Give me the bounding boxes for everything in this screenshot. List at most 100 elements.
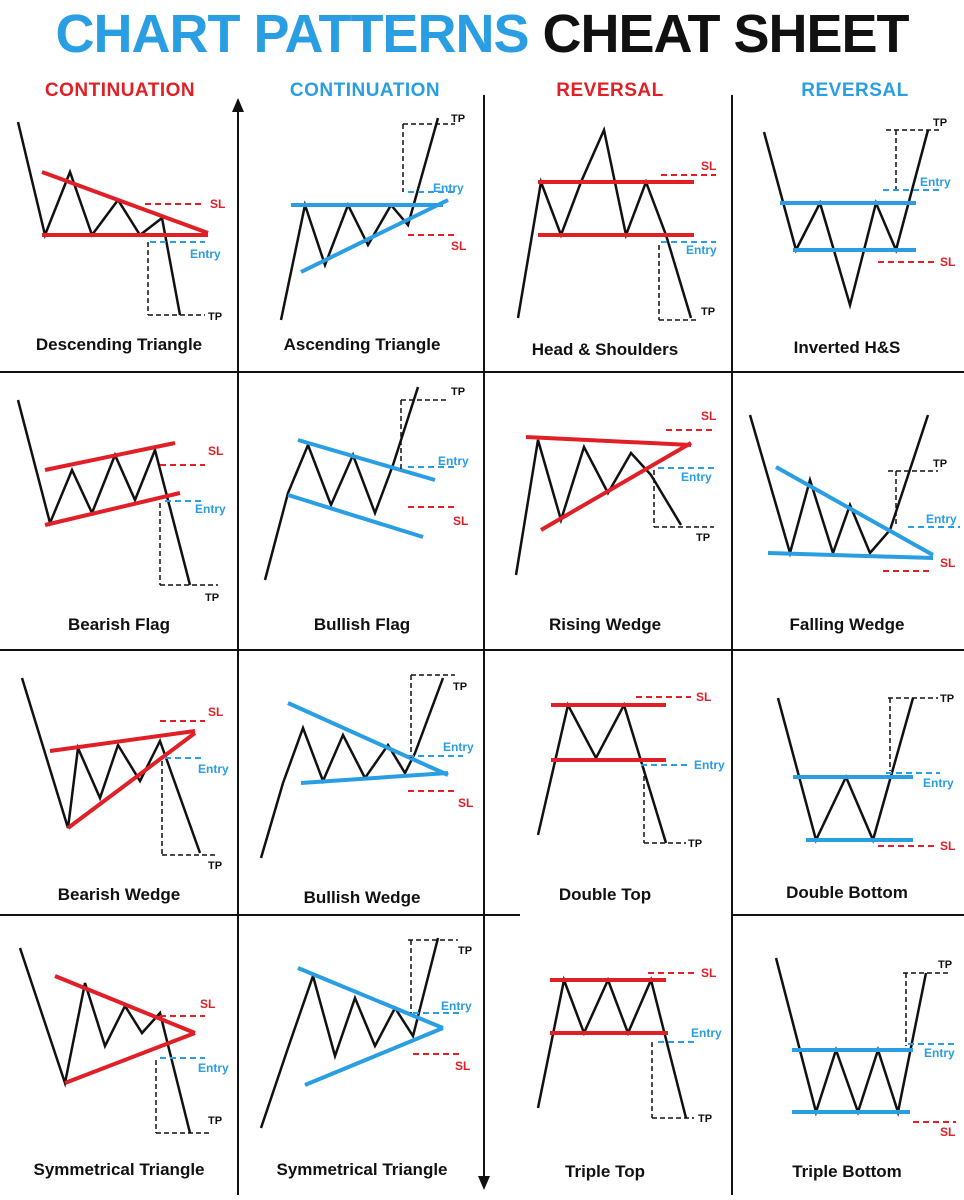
pattern-triple-bottom: TP Entry SL Triple Bottom bbox=[728, 918, 964, 1200]
pattern-descending-triangle: SL Entry TP Descending Triangle bbox=[0, 100, 238, 372]
column-header-continuation-red: CONTINUATION bbox=[44, 80, 196, 101]
bullish-wedge-diagram: TP Entry SL bbox=[259, 674, 474, 859]
tp-label: TP bbox=[696, 532, 710, 544]
pattern-double-bottom: TP Entry SL Double Bottom bbox=[728, 653, 964, 915]
entry-label: Entry bbox=[190, 247, 221, 261]
column-header-reversal-red: REVERSAL bbox=[556, 80, 664, 101]
tp-label: TP bbox=[205, 592, 219, 604]
entry-label: Entry bbox=[926, 512, 957, 526]
entry-label: Entry bbox=[198, 1061, 229, 1075]
sl-label: SL bbox=[458, 796, 473, 810]
bullish-flag-diagram: TP Entry SL bbox=[263, 386, 469, 581]
entry-label: Entry bbox=[923, 776, 954, 790]
tp-label: TP bbox=[458, 945, 472, 957]
entry-label: Entry bbox=[924, 1046, 955, 1060]
sl-label: SL bbox=[208, 444, 223, 458]
pattern-label: Symmetrical Triangle bbox=[276, 1160, 448, 1179]
tp-label: TP bbox=[933, 458, 947, 470]
double-top-diagram: SL Entry TP bbox=[536, 690, 725, 850]
tp-label: TP bbox=[688, 838, 702, 850]
pattern-label: Bearish Flag bbox=[67, 615, 171, 634]
pattern-label: Double Bottom bbox=[786, 883, 908, 902]
bearish-flag-diagram: SL Entry TP bbox=[16, 399, 226, 604]
pattern-label: Triple Bottom bbox=[792, 1162, 902, 1181]
pattern-label: Double Top bbox=[558, 885, 652, 904]
descending-triangle-diagram: SL Entry TP bbox=[16, 121, 225, 323]
pattern-ascending-triangle: TP Entry SL Ascending Triangle bbox=[243, 100, 481, 372]
entry-label: Entry bbox=[443, 740, 474, 754]
entry-label: Entry bbox=[195, 502, 226, 516]
pattern-bearish-wedge: SL Entry TP Bearish Wedge bbox=[0, 653, 238, 915]
entry-label: Entry bbox=[433, 181, 464, 195]
sl-label: SL bbox=[701, 409, 716, 423]
tp-label: TP bbox=[208, 860, 222, 872]
entry-label: Entry bbox=[686, 243, 717, 257]
sl-label: SL bbox=[940, 556, 955, 570]
sl-label: SL bbox=[455, 1059, 470, 1073]
sl-label: SL bbox=[940, 255, 955, 269]
pattern-label: Inverted H&S bbox=[793, 338, 901, 357]
double-bottom-diagram: TP Entry SL bbox=[776, 693, 955, 853]
tp-label: TP bbox=[451, 386, 465, 398]
entry-label: Entry bbox=[694, 758, 725, 772]
entry-label: Entry bbox=[920, 175, 951, 189]
pattern-label: Bearish Wedge bbox=[57, 885, 181, 904]
sl-label: SL bbox=[701, 159, 716, 173]
pattern-label: Falling Wedge bbox=[789, 615, 905, 634]
pattern-label: Triple Top bbox=[565, 1162, 645, 1181]
tp-label: TP bbox=[208, 311, 222, 323]
sl-label: SL bbox=[200, 997, 215, 1011]
entry-label: Entry bbox=[438, 454, 469, 468]
sl-label: SL bbox=[940, 1125, 955, 1139]
pattern-rising-wedge: SL Entry TP Rising Wedge bbox=[486, 375, 724, 650]
tp-label: TP bbox=[453, 681, 467, 693]
symmetrical-triangle-blue-diagram: TP Entry SL bbox=[259, 937, 472, 1129]
entry-label: Entry bbox=[441, 999, 472, 1013]
tp-label: TP bbox=[933, 117, 947, 129]
rising-wedge-diagram: SL Entry TP bbox=[514, 409, 716, 576]
triple-bottom-diagram: TP Entry SL bbox=[774, 957, 956, 1139]
entry-label: Entry bbox=[198, 762, 229, 776]
pattern-label: Bullish Flag bbox=[313, 615, 411, 634]
pattern-label: Rising Wedge bbox=[548, 615, 662, 634]
tp-label: TP bbox=[698, 1113, 712, 1125]
symmetrical-triangle-red-diagram: SL Entry TP bbox=[18, 947, 229, 1134]
inverted-hs-diagram: TP Entry SL bbox=[762, 117, 955, 310]
entry-label: Entry bbox=[681, 470, 712, 484]
pattern-bullish-wedge: TP Entry SL Bullish Wedge bbox=[243, 653, 481, 915]
pattern-bearish-flag: SL Entry TP Bearish Flag bbox=[0, 375, 238, 650]
tp-label: TP bbox=[451, 113, 465, 125]
sl-label: SL bbox=[940, 839, 955, 853]
pattern-label: Bullish Wedge bbox=[303, 888, 421, 907]
ascending-triangle-diagram: TP Entry SL bbox=[279, 113, 466, 321]
pattern-triple-top: SL Entry TP Triple Top bbox=[486, 918, 724, 1200]
column-header-continuation-blue: CONTINUATION bbox=[289, 80, 441, 101]
title-part-1: CHART PATTERNS bbox=[55, 4, 529, 64]
bearish-wedge-diagram: SL Entry TP bbox=[20, 677, 229, 872]
sl-label: SL bbox=[208, 705, 223, 719]
title-part-2: CHEAT SHEET bbox=[542, 4, 909, 64]
pattern-bullish-flag: TP Entry SL Bullish Flag bbox=[243, 375, 481, 650]
sl-label: SL bbox=[451, 239, 466, 253]
column-header-reversal-blue: REVERSAL bbox=[801, 80, 909, 101]
sl-label: SL bbox=[701, 966, 716, 980]
pattern-inverted-hs: TP Entry SL Inverted H&S bbox=[728, 100, 964, 372]
entry-label: Entry bbox=[691, 1026, 722, 1040]
pattern-double-top: SL Entry TP Double Top bbox=[486, 653, 725, 915]
page-title: CHART PATTERNS CHEAT SHEET bbox=[0, 0, 964, 70]
pattern-label: Head & Shoulders bbox=[531, 340, 679, 359]
tp-label: TP bbox=[208, 1115, 222, 1127]
tp-label: TP bbox=[938, 959, 952, 971]
sl-label: SL bbox=[453, 514, 468, 528]
tp-label: TP bbox=[940, 693, 954, 705]
sl-label: SL bbox=[210, 197, 225, 211]
head-and-shoulders-diagram: SL Entry TP bbox=[516, 125, 717, 321]
falling-wedge-diagram: TP Entry SL bbox=[748, 414, 960, 572]
tp-label: TP bbox=[701, 306, 715, 318]
pattern-label: Descending Triangle bbox=[35, 335, 203, 354]
pattern-falling-wedge: TP Entry SL Falling Wedge bbox=[728, 375, 964, 650]
triple-top-diagram: SL Entry TP bbox=[536, 966, 722, 1125]
pattern-symmetrical-triangle-blue: TP Entry SL Symmetrical Triangle bbox=[243, 918, 481, 1200]
sl-label: SL bbox=[696, 690, 711, 704]
pattern-label: Symmetrical Triangle bbox=[33, 1160, 205, 1179]
